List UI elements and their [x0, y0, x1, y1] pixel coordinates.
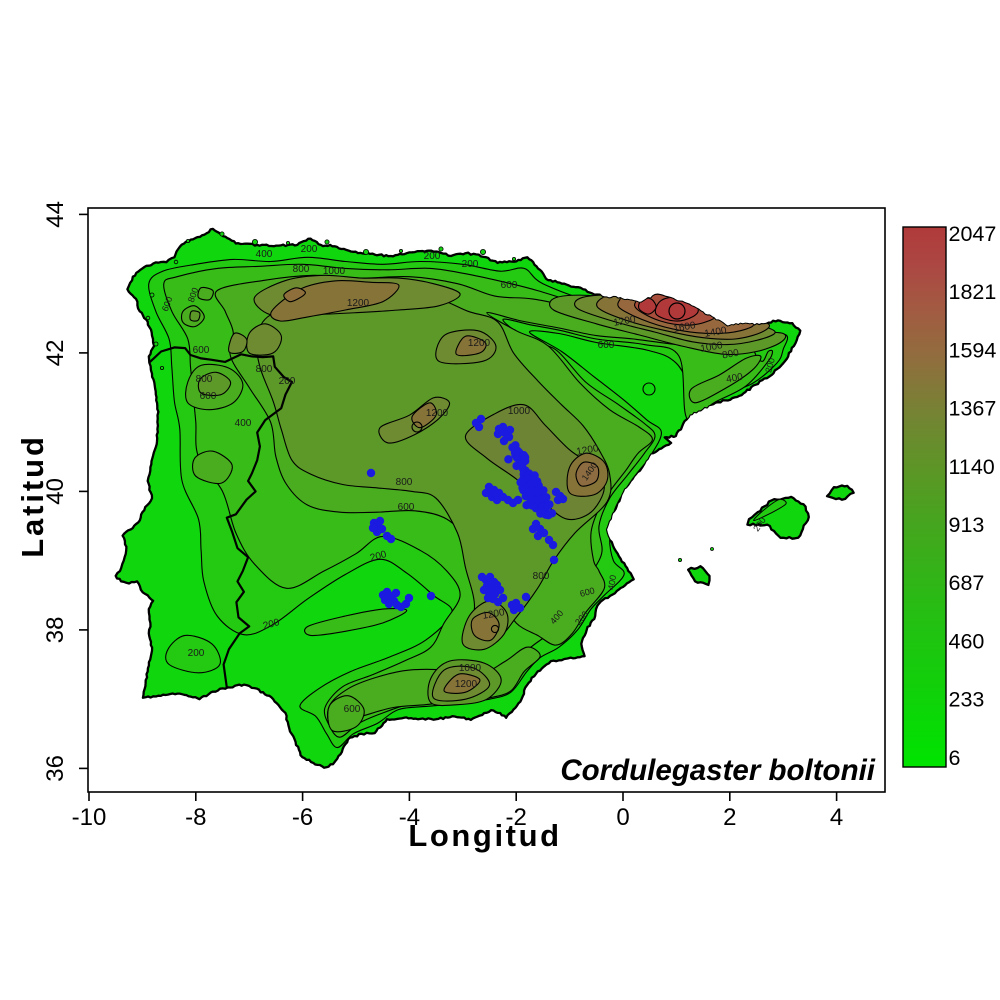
- svg-text:400: 400: [725, 372, 744, 386]
- svg-text:200: 200: [279, 376, 296, 387]
- svg-text:-10: -10: [72, 804, 107, 831]
- svg-text:1140: 1140: [949, 455, 995, 479]
- svg-text:40: 40: [42, 478, 69, 505]
- svg-text:400: 400: [256, 249, 273, 260]
- svg-text:800: 800: [186, 286, 201, 304]
- svg-text:233: 233: [949, 688, 985, 712]
- svg-text:0: 0: [616, 804, 629, 831]
- svg-text:1000: 1000: [323, 266, 346, 277]
- svg-text:200: 200: [369, 549, 388, 564]
- svg-text:-2: -2: [506, 804, 527, 831]
- svg-text:600: 600: [200, 391, 217, 402]
- svg-text:200: 200: [424, 251, 441, 262]
- svg-text:1000: 1000: [508, 406, 531, 417]
- svg-text:200: 200: [462, 259, 479, 270]
- svg-text:-4: -4: [399, 804, 420, 831]
- svg-text:800: 800: [293, 264, 310, 275]
- svg-text:800: 800: [196, 374, 213, 385]
- svg-text:4: 4: [830, 804, 843, 831]
- svg-text:1200: 1200: [347, 298, 370, 309]
- svg-text:2: 2: [723, 804, 736, 831]
- svg-text:Longitud: Longitud: [408, 818, 561, 853]
- svg-text:600: 600: [398, 502, 415, 513]
- svg-text:1200: 1200: [576, 443, 600, 458]
- svg-text:Latitud: Latitud: [15, 434, 50, 558]
- svg-text:6: 6: [949, 746, 961, 770]
- svg-text:1200: 1200: [613, 314, 637, 329]
- svg-text:687: 687: [949, 571, 985, 595]
- svg-text:1000: 1000: [459, 663, 482, 674]
- svg-text:600: 600: [160, 295, 175, 313]
- svg-text:800: 800: [721, 348, 740, 362]
- svg-text:38: 38: [42, 617, 69, 644]
- svg-text:1000: 1000: [700, 340, 724, 355]
- svg-text:200: 200: [188, 648, 205, 659]
- svg-text:600: 600: [598, 340, 615, 351]
- svg-text:200: 200: [262, 617, 281, 632]
- svg-text:1200: 1200: [482, 607, 506, 622]
- svg-text:800: 800: [396, 477, 413, 488]
- svg-text:-6: -6: [292, 804, 313, 831]
- svg-text:460: 460: [949, 629, 985, 653]
- svg-text:800: 800: [256, 364, 273, 375]
- svg-text:600: 600: [501, 280, 518, 291]
- svg-text:200: 200: [763, 357, 777, 374]
- svg-text:1200: 1200: [426, 408, 449, 419]
- svg-text:Cordulegaster boltonii: Cordulegaster boltonii: [560, 754, 875, 787]
- svg-text:42: 42: [42, 340, 69, 367]
- svg-text:2047: 2047: [949, 222, 997, 246]
- svg-text:400: 400: [606, 574, 618, 591]
- svg-text:400: 400: [235, 418, 252, 429]
- svg-text:1821: 1821: [949, 280, 997, 304]
- svg-text:913: 913: [949, 513, 985, 537]
- svg-text:1400: 1400: [704, 325, 728, 340]
- svg-text:1594: 1594: [949, 338, 997, 362]
- svg-text:1200: 1200: [468, 338, 491, 349]
- svg-text:200: 200: [301, 244, 318, 255]
- svg-text:600: 600: [193, 345, 210, 356]
- svg-text:600: 600: [344, 704, 361, 715]
- svg-text:44: 44: [42, 201, 69, 228]
- svg-text:-8: -8: [185, 804, 206, 831]
- svg-text:1367: 1367: [949, 397, 997, 421]
- svg-text:600: 600: [579, 585, 596, 599]
- svg-text:36: 36: [42, 755, 69, 782]
- svg-text:1600: 1600: [673, 320, 697, 335]
- svg-text:800: 800: [533, 571, 550, 582]
- svg-text:1200: 1200: [455, 679, 478, 690]
